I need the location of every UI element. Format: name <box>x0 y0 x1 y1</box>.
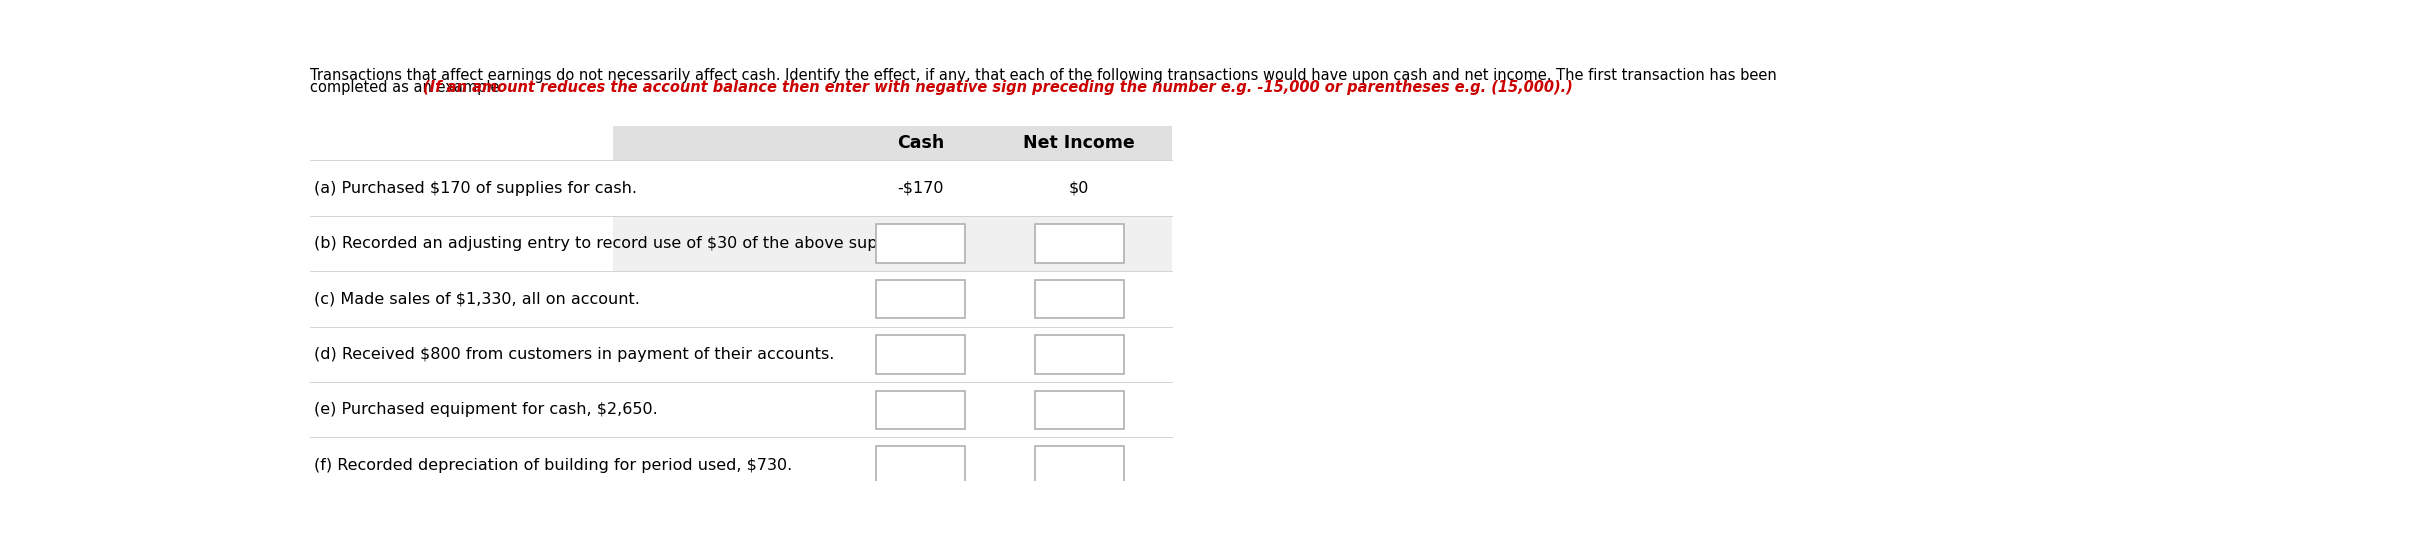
Text: $0: $0 <box>1069 180 1090 195</box>
FancyBboxPatch shape <box>876 224 964 262</box>
Text: (b) Recorded an adjusting entry to record use of $30 of the above supplies.: (b) Recorded an adjusting entry to recor… <box>314 236 920 251</box>
Text: (f) Recorded depreciation of building for period used, $730.: (f) Recorded depreciation of building fo… <box>314 458 791 472</box>
FancyBboxPatch shape <box>876 446 964 484</box>
FancyBboxPatch shape <box>876 390 964 429</box>
FancyBboxPatch shape <box>613 126 1173 160</box>
FancyBboxPatch shape <box>876 335 964 374</box>
FancyBboxPatch shape <box>1034 390 1125 429</box>
Text: (e) Purchased equipment for cash, $2,650.: (e) Purchased equipment for cash, $2,650… <box>314 402 657 417</box>
Text: completed as an example.: completed as an example. <box>312 80 509 95</box>
FancyBboxPatch shape <box>1034 224 1125 262</box>
Text: -$170: -$170 <box>898 180 944 195</box>
Text: Transactions that affect earnings do not necessarily affect cash. Identify the e: Transactions that affect earnings do not… <box>312 68 1777 83</box>
Text: (c) Made sales of $1,330, all on account.: (c) Made sales of $1,330, all on account… <box>314 292 640 306</box>
Text: Net Income: Net Income <box>1022 134 1134 152</box>
Text: (If an amount reduces the account balance then enter with negative sign precedin: (If an amount reduces the account balanc… <box>424 80 1572 95</box>
FancyBboxPatch shape <box>1034 446 1125 484</box>
FancyBboxPatch shape <box>876 280 964 318</box>
FancyBboxPatch shape <box>613 215 1173 271</box>
FancyBboxPatch shape <box>1034 335 1125 374</box>
FancyBboxPatch shape <box>1034 280 1125 318</box>
Text: (d) Received $800 from customers in payment of their accounts.: (d) Received $800 from customers in paym… <box>314 347 835 362</box>
Text: Cash: Cash <box>896 134 944 152</box>
Text: (a) Purchased $170 of supplies for cash.: (a) Purchased $170 of supplies for cash. <box>314 180 638 195</box>
